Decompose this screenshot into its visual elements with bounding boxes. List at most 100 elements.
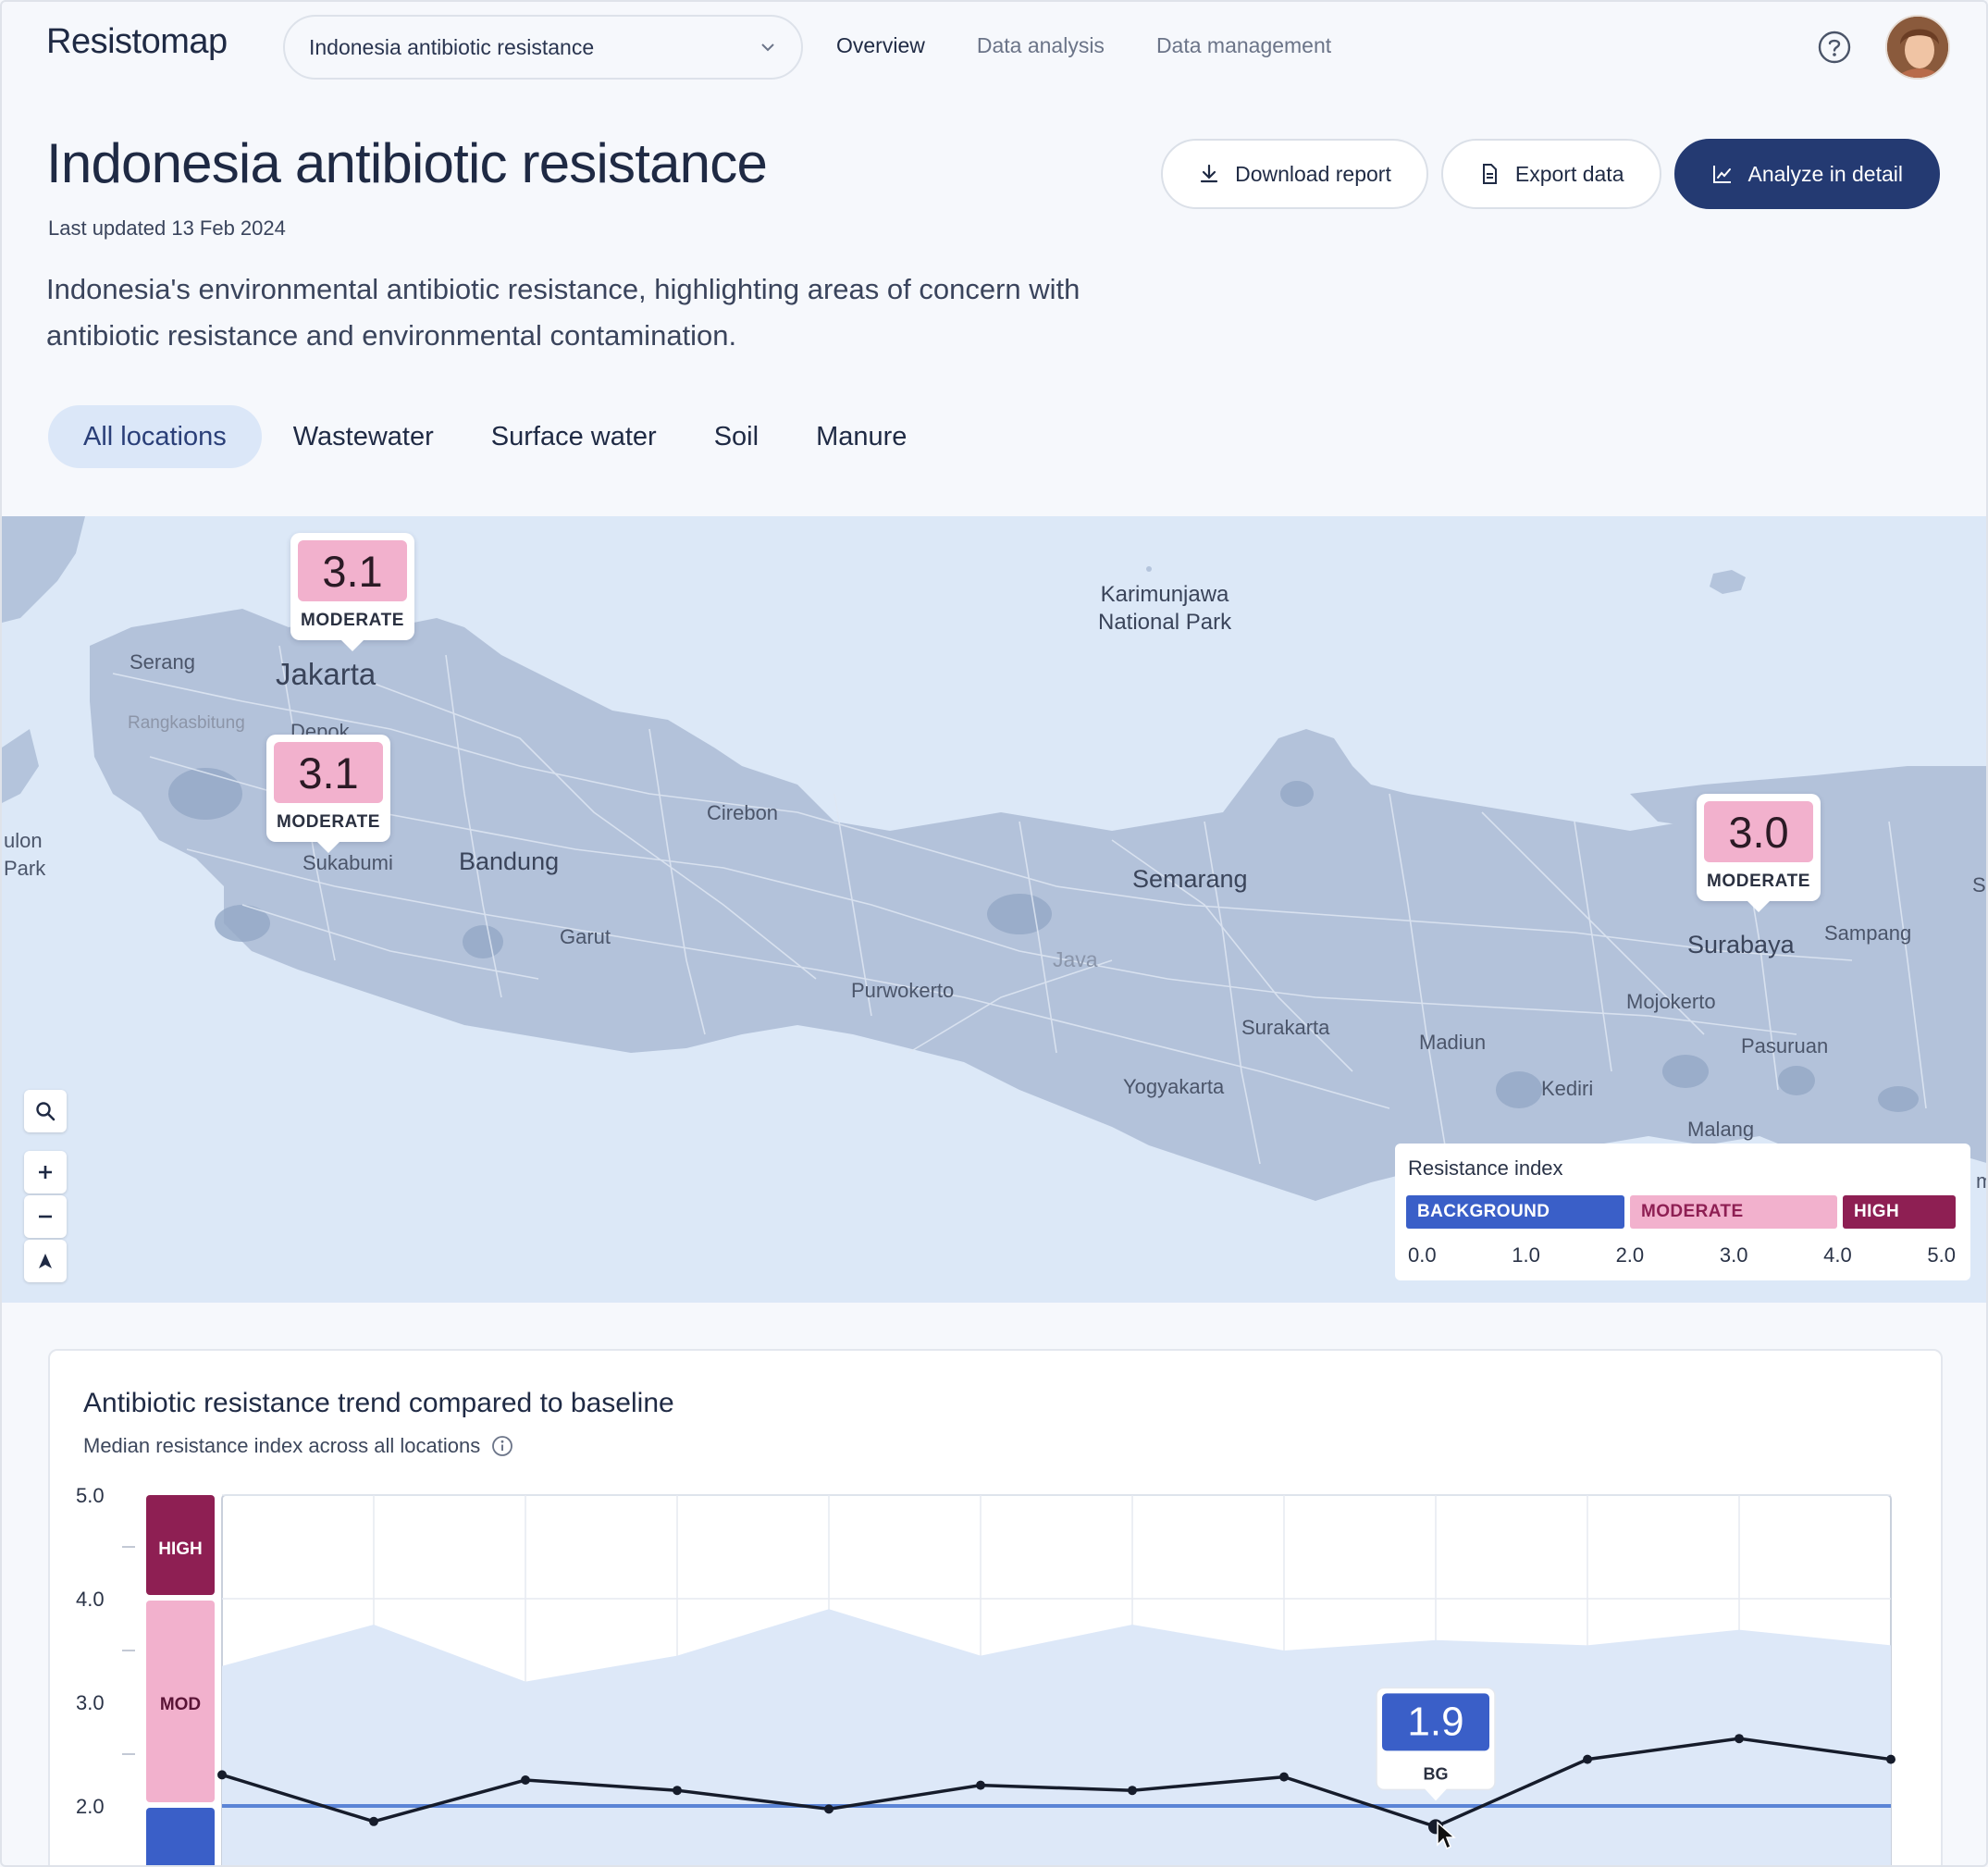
band-high (146, 1495, 215, 1595)
nav-data-management[interactable]: Data management (1155, 33, 1332, 57)
legend-tick: 4.0 (1823, 1243, 1852, 1267)
legend-tick: 5.0 (1927, 1243, 1956, 1267)
place-sukabumi: Sukabumi (303, 851, 393, 874)
legend-tick: 2.0 (1615, 1243, 1645, 1267)
tooltip-pointer (1425, 1788, 1447, 1801)
nav-data-analysis[interactable]: Data analysis (976, 33, 1105, 57)
nav-overview[interactable]: Overview (836, 33, 925, 57)
median-point (976, 1780, 985, 1790)
y-tick-label: 2.0 (76, 1795, 105, 1818)
header-actions: Download report Export data Analyze in d… (1161, 139, 1940, 209)
median-point (1279, 1772, 1289, 1782)
legend-band-background: BACKGROUND (1406, 1195, 1624, 1229)
median-point (1886, 1754, 1895, 1764)
legend-ticks: 0.0 1.0 2.0 3.0 4.0 5.0 (1406, 1243, 1959, 1267)
document-icon (1482, 164, 1497, 184)
tab-manure[interactable]: Manure (816, 421, 908, 451)
legend-tick: 3.0 (1719, 1243, 1748, 1267)
place-ulon-park: ulon Park (4, 829, 46, 880)
place-sampang: Sampang (1824, 921, 1912, 945)
median-point (824, 1804, 833, 1814)
resistomap-logo[interactable]: Resistomap (46, 22, 228, 62)
legend-band-high: HIGH (1843, 1195, 1956, 1229)
download-report-label: Download report (1235, 161, 1391, 186)
tab-wastewater[interactable]: Wastewater (292, 421, 434, 451)
median-point (1735, 1734, 1744, 1744)
resistance-legend: Resistance index BACKGROUND MODERATE HIG… (1395, 1144, 1970, 1280)
place-purwokerto: Purwokerto (851, 979, 955, 1002)
legend-band-moderate: MODERATE (1630, 1195, 1837, 1229)
trend-card: Antibiotic resistance trend compared to … (48, 1349, 1945, 1867)
place-serang: Serang (130, 650, 195, 674)
tab-surface-water[interactable]: Surface water (490, 421, 657, 451)
location-tabs: All locations Wastewater Surface water S… (48, 405, 953, 468)
place-semarang: Semarang (1132, 865, 1248, 893)
zoom-out-button[interactable] (24, 1195, 67, 1238)
dataset-select-value: Indonesia antibiotic resistance (309, 34, 595, 59)
y-tick-label: 5.0 (76, 1484, 105, 1507)
legend-title: Resistance index (1408, 1156, 1563, 1180)
legend-tick: 1.0 (1512, 1243, 1540, 1267)
marker-level: MODERATE (1706, 872, 1811, 891)
last-updated: Last updated 13 Feb 2024 (48, 216, 286, 240)
map-marker-surabaya[interactable]: 3.0 MODERATE (1697, 794, 1821, 912)
map-search-button[interactable] (24, 1090, 67, 1132)
trend-card-subtitle: Median resistance index across all locat… (83, 1434, 513, 1458)
range-area (222, 1609, 1891, 1865)
place-surakarta: Surakarta (1241, 1016, 1330, 1039)
legend-bands: BACKGROUND MODERATE HIGH (1406, 1195, 1959, 1229)
user-avatar[interactable] (1885, 15, 1950, 80)
help-icon[interactable] (1817, 30, 1852, 65)
search-icon (36, 1102, 56, 1121)
place-karimunjawa: Karimunjawa National Park (1098, 582, 1232, 635)
band-moderate (146, 1601, 215, 1802)
export-data-button[interactable]: Export data (1440, 139, 1661, 209)
band-high-label: HIGH (158, 1539, 203, 1559)
trend-card-title: Antibiotic resistance trend compared to … (83, 1388, 674, 1418)
y-tick-label: 4.0 (76, 1588, 105, 1611)
place-su-edge: Su (1972, 873, 1986, 896)
legend-tick: 0.0 (1408, 1243, 1437, 1267)
marker-level: MODERATE (276, 812, 381, 832)
place-yogyakarta: Yogyakarta (1123, 1075, 1225, 1098)
page-description: Indonesia's environmental antibiotic res… (46, 273, 1080, 352)
marker-level: MODERATE (300, 611, 405, 630)
plus-icon (39, 1166, 52, 1179)
analyze-in-detail-label: Analyze in detail (1747, 161, 1904, 186)
minus-icon (39, 1215, 52, 1218)
map-marker-bogor[interactable]: 3.1 MODERATE (266, 735, 390, 853)
place-pasuruan: Pasuruan (1741, 1034, 1829, 1057)
download-report-button[interactable]: Download report (1161, 139, 1428, 209)
info-icon[interactable] (491, 1435, 513, 1457)
dataset-select[interactable]: Indonesia antibiotic resistance (283, 15, 803, 80)
place-malang: Malang (1687, 1118, 1755, 1141)
tab-all-locations[interactable]: All locations (48, 405, 262, 468)
median-point (217, 1770, 227, 1780)
zoom-in-button[interactable] (24, 1151, 67, 1193)
median-point (369, 1816, 378, 1826)
map-marker-jakarta[interactable]: 3.1 MODERATE (290, 533, 414, 651)
place-cirebon: Cirebon (707, 801, 779, 824)
resistance-map[interactable]: Karimunjawa National Park Serang Jakarta… (2, 516, 1986, 1303)
band-background (146, 1808, 215, 1865)
place-mojokerto: Mojokerto (1626, 990, 1716, 1013)
place-rangkasbitung: Rangkasbitung (128, 713, 245, 733)
marker-value: 3.1 (298, 540, 407, 601)
median-point (521, 1775, 530, 1785)
analyze-in-detail-button[interactable]: Analyze in detail (1673, 139, 1940, 209)
marker-value: 3.1 (274, 742, 383, 803)
place-garut: Garut (560, 925, 611, 948)
compass-button[interactable] (24, 1240, 67, 1282)
place-madiun: Madiun (1419, 1031, 1487, 1054)
trend-chart[interactable]: 5.0 4.0 3.0 2.0 HIGH MOD 1.9 BG (50, 1351, 1945, 1867)
mouse-cursor-icon (1437, 1821, 1456, 1850)
trend-card-subtitle-text: Median resistance index across all locat… (83, 1434, 481, 1457)
place-java: Java (1053, 947, 1098, 971)
marker-value: 3.0 (1704, 801, 1813, 862)
median-point (1128, 1786, 1137, 1796)
median-point (673, 1786, 682, 1796)
tooltip-value: 1.9 (1407, 1699, 1463, 1744)
band-moderate-label: MOD (160, 1695, 201, 1714)
tab-soil[interactable]: Soil (713, 421, 759, 451)
